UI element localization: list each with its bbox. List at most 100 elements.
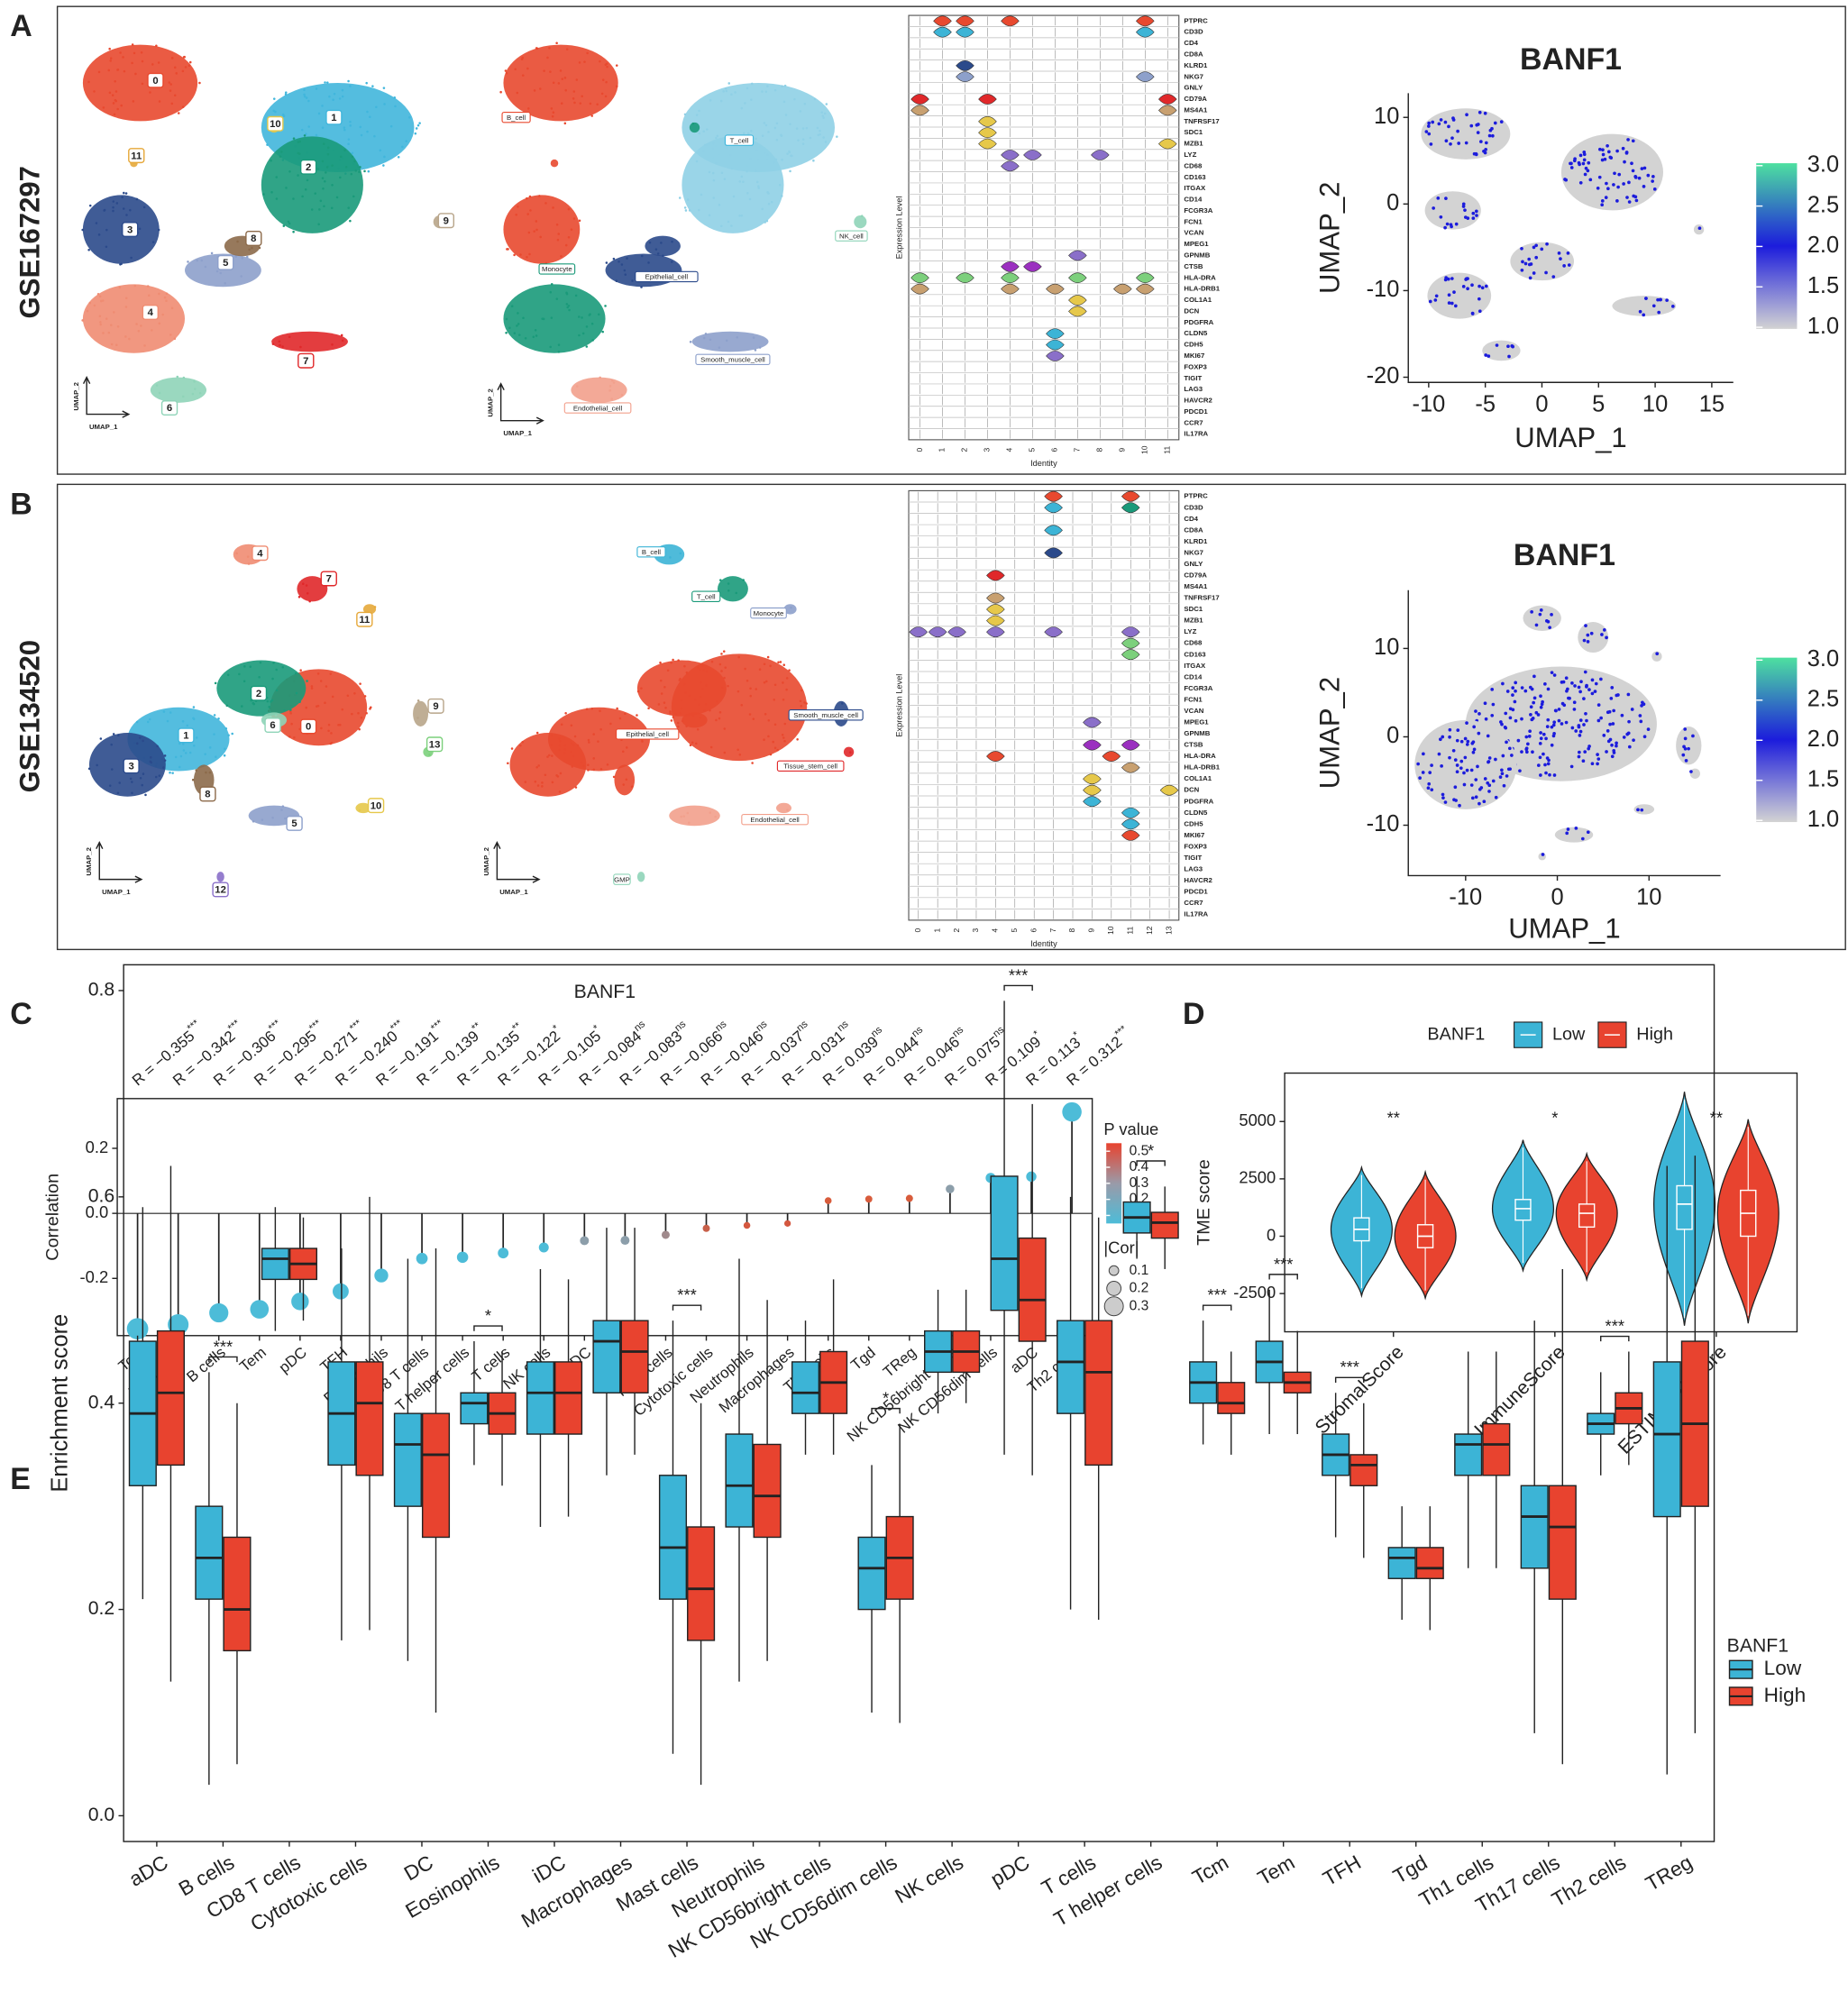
expr-dot xyxy=(1529,713,1532,717)
cell-dot xyxy=(671,240,673,243)
expr-dot xyxy=(1531,750,1534,754)
violin-shape xyxy=(1136,15,1155,27)
expr-dot xyxy=(1463,755,1468,760)
expr-dot xyxy=(1428,299,1432,304)
expr-dot xyxy=(1651,304,1656,308)
cell-type-label: Epithelial_cell xyxy=(645,273,689,281)
cell-dot xyxy=(678,679,682,681)
umap-axis-label: UMAP_2 xyxy=(486,388,494,416)
cell-dot xyxy=(544,202,547,205)
cell-dot xyxy=(174,755,178,759)
expr-dot xyxy=(1681,753,1686,757)
cell-dot xyxy=(319,199,323,203)
violin-shape xyxy=(1159,784,1179,796)
cell-dot xyxy=(325,685,328,688)
cell-dot xyxy=(131,791,133,795)
expr-dot xyxy=(1539,731,1542,735)
violin-shape xyxy=(1046,339,1065,351)
cell-dot xyxy=(87,80,90,84)
x-tick-label: Tgd xyxy=(847,1344,879,1374)
cell-dot xyxy=(585,708,589,711)
cell-dot xyxy=(691,741,694,745)
cell-dot xyxy=(585,345,589,348)
expr-dot xyxy=(1422,752,1425,756)
expr-dot xyxy=(1530,687,1534,691)
cell-dot xyxy=(299,345,302,349)
cell-dot xyxy=(742,180,745,183)
expr-dot xyxy=(1607,709,1612,714)
cell-dot xyxy=(812,159,815,162)
significance: *** xyxy=(307,1018,324,1034)
cell-dot xyxy=(358,170,361,174)
cell-dot xyxy=(303,93,306,96)
expr-dot xyxy=(1524,747,1529,752)
expr-dot xyxy=(1536,763,1541,767)
expr-dot xyxy=(1644,297,1648,300)
box xyxy=(857,1536,886,1611)
expr-dot xyxy=(1545,725,1550,728)
cell-dot xyxy=(599,727,602,731)
expr-dot xyxy=(1474,209,1478,214)
violin-shape xyxy=(1044,502,1063,514)
expr-dot xyxy=(1584,624,1587,627)
expr-dot xyxy=(1581,161,1586,166)
cell-dot xyxy=(315,133,318,137)
expr-dot xyxy=(1511,686,1515,690)
lollipop-dot xyxy=(743,1221,751,1229)
cell-dot xyxy=(599,767,603,771)
violin-shape xyxy=(1023,150,1042,160)
expr-dot xyxy=(1444,276,1448,279)
colorbar xyxy=(1756,163,1798,329)
expr-dot xyxy=(1524,735,1529,739)
cell-dot xyxy=(282,114,286,117)
cell-dot xyxy=(626,257,628,260)
cell-dot xyxy=(702,336,706,340)
expr-dot xyxy=(1416,762,1420,766)
cell-dot xyxy=(654,248,658,251)
cell-dot xyxy=(316,704,320,708)
cell-dot xyxy=(383,103,386,105)
violin-shape xyxy=(1083,739,1102,751)
cell-dot xyxy=(290,722,293,726)
cell-dot xyxy=(703,709,706,712)
cell-dot xyxy=(620,263,624,266)
panel-label: C xyxy=(10,997,32,1031)
significance: *** xyxy=(389,1018,405,1034)
identity-label: 9 xyxy=(1118,448,1127,452)
expr-dot xyxy=(1463,208,1467,213)
gene-label: CD68 xyxy=(1184,161,1203,169)
expr-dot xyxy=(1557,251,1561,255)
expr-dot xyxy=(1539,608,1543,612)
colorbar-label: 2.0 xyxy=(1807,233,1839,258)
cell-dot xyxy=(365,81,368,85)
cell-dot xyxy=(303,134,306,137)
expr-dot xyxy=(1459,766,1463,771)
gene-label: MZB1 xyxy=(1184,617,1203,625)
x-tick-label: iDC xyxy=(529,1851,570,1887)
cell-dot xyxy=(708,170,711,174)
violin-shape xyxy=(1044,490,1063,502)
violin-shape xyxy=(978,138,997,150)
cell-dot xyxy=(305,132,307,135)
gene-label: KLRD1 xyxy=(1184,537,1208,545)
lollipop-dot xyxy=(416,1252,428,1265)
violin-shape xyxy=(986,570,1005,581)
cell-dot xyxy=(622,783,626,786)
cell-dot xyxy=(783,740,786,743)
y-tick-label: 0.0 xyxy=(86,1202,109,1221)
expr-dot xyxy=(1617,172,1622,177)
cell-dot xyxy=(146,720,150,724)
gene-label: CD3D xyxy=(1184,503,1203,511)
expr-dot xyxy=(1433,298,1438,302)
expr-dot xyxy=(1602,734,1606,737)
expr-dot xyxy=(1586,633,1590,637)
expr-dot xyxy=(1457,142,1461,145)
legend-title: BANF1 xyxy=(1727,1635,1789,1656)
gene-label: GPNMB xyxy=(1184,251,1210,260)
cell-dot xyxy=(513,253,516,257)
violin-shape xyxy=(1001,283,1020,295)
lollipop-dot xyxy=(168,1313,189,1336)
cell-dot xyxy=(590,114,593,117)
cell-dot xyxy=(612,775,616,779)
expr-dot xyxy=(1500,772,1505,776)
